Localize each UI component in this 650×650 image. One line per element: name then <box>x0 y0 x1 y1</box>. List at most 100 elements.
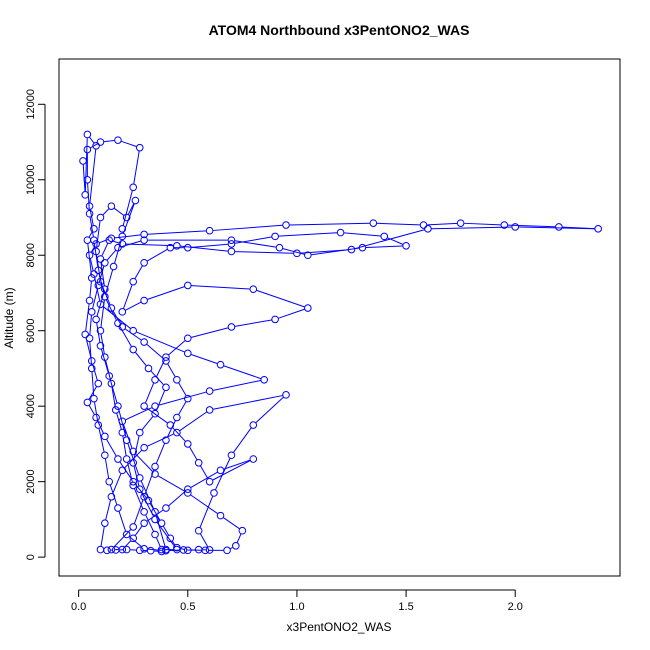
data-point <box>183 394 192 403</box>
data-point <box>92 141 100 150</box>
series-segment <box>122 190 133 226</box>
series-segment <box>147 249 168 262</box>
data-point <box>118 545 127 554</box>
series-segment <box>180 548 185 550</box>
series-segment <box>105 360 112 381</box>
data-point <box>111 406 120 414</box>
series-segment <box>562 226 595 230</box>
series-segment <box>112 240 119 244</box>
data-point <box>205 387 214 395</box>
series-segment <box>102 208 110 216</box>
data-point <box>183 243 192 252</box>
data-point <box>183 485 192 494</box>
data-point <box>92 413 100 422</box>
series-segment <box>234 236 272 244</box>
series-segment <box>289 222 370 226</box>
data-point <box>223 546 231 555</box>
data-point <box>135 474 144 482</box>
series-segment <box>96 221 101 248</box>
series-segment <box>98 428 105 452</box>
data-point <box>500 221 509 229</box>
data-point <box>129 326 138 335</box>
data-point <box>183 334 192 343</box>
data-point <box>129 458 138 467</box>
series-segment <box>89 217 94 237</box>
data-point <box>129 523 138 531</box>
data-point <box>227 451 236 460</box>
series-segment <box>109 484 118 505</box>
data-point <box>140 545 148 553</box>
data-point <box>118 308 127 316</box>
series-segment <box>147 548 163 551</box>
data-point <box>238 526 247 535</box>
series-segment <box>123 284 133 309</box>
series-segment <box>89 209 94 226</box>
data-point <box>166 243 175 252</box>
series-segment <box>100 334 105 354</box>
data-point <box>114 402 122 410</box>
series-lines <box>82 137 595 552</box>
series-segment <box>135 453 153 472</box>
series-segment <box>234 319 272 327</box>
series-segment <box>213 380 261 391</box>
data-point <box>118 466 127 475</box>
data-point <box>101 292 109 301</box>
data-point <box>151 508 159 516</box>
series-segment <box>387 237 403 245</box>
series-segment <box>94 402 99 422</box>
y-tick-label: 4000 <box>25 394 37 418</box>
data-point <box>96 213 105 222</box>
series-segment <box>215 458 231 490</box>
series-segment <box>431 226 512 230</box>
y-axis: 0 2000 4000 6000 8000 10000 12000 <box>25 89 46 560</box>
data-point <box>227 323 236 331</box>
data-point <box>94 266 103 275</box>
series-segment <box>89 315 92 335</box>
data-point <box>201 546 210 555</box>
data-point <box>94 281 103 290</box>
data-point <box>90 236 98 244</box>
series-segment <box>141 416 154 431</box>
data-point <box>162 383 170 392</box>
series-segment <box>278 232 338 237</box>
series-segment <box>162 526 169 536</box>
data-point <box>210 489 218 497</box>
data-point <box>304 251 312 260</box>
data-point <box>131 196 140 205</box>
data-point <box>101 451 109 460</box>
series-segment <box>157 475 185 492</box>
data-point <box>162 504 170 512</box>
series-segment <box>223 459 251 470</box>
data-point <box>94 379 103 388</box>
x-tick-label: 2.0 <box>508 601 523 613</box>
data-point <box>87 364 96 373</box>
series-segment <box>112 310 121 325</box>
data-point <box>166 534 175 543</box>
series-segment <box>178 382 187 396</box>
data-point <box>83 398 92 407</box>
data-point <box>101 258 109 267</box>
data-point <box>90 225 98 233</box>
data-point <box>144 496 153 505</box>
data-point <box>94 421 103 429</box>
series-segment <box>88 386 97 400</box>
series-segment <box>85 304 90 331</box>
series-segment <box>255 396 284 423</box>
data-point <box>135 546 144 555</box>
series-segment <box>119 326 132 347</box>
data-point <box>216 466 225 475</box>
series-segment <box>158 391 207 406</box>
series-segment <box>105 299 117 321</box>
data-point <box>101 285 109 293</box>
series-segment <box>156 537 161 547</box>
data-point <box>216 360 225 369</box>
series-segment <box>464 222 501 226</box>
series-segment <box>105 500 112 520</box>
x-tick-label: 1.5 <box>398 601 413 613</box>
series-segment <box>118 511 127 532</box>
data-point <box>183 489 192 497</box>
series-segment <box>99 239 109 244</box>
data-point <box>380 232 389 241</box>
data-point <box>87 308 96 316</box>
